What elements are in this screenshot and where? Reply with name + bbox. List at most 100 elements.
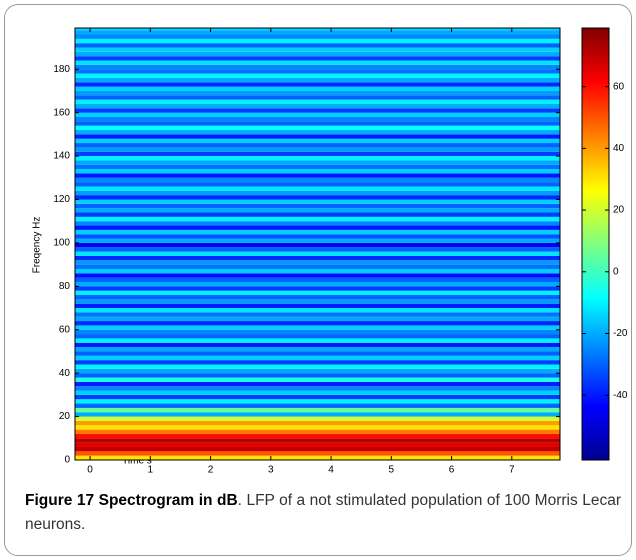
heatmap-cell — [75, 381, 560, 387]
x-tick-label: 1 — [148, 465, 154, 476]
heatmap-cell — [75, 169, 560, 174]
colorbar-tick-label: 20 — [613, 205, 625, 216]
heatmap-cell — [75, 433, 560, 439]
figure-frame: Time s Freqency Hz 0 1 2 3 4 5 6 7 0 20 40 60 80 100 1… — [4, 4, 632, 556]
colorbar-tick-label: 40 — [613, 143, 625, 154]
heatmap-cell — [75, 64, 560, 70]
heatmap-cell — [75, 268, 560, 274]
x-tick-label: 3 — [268, 465, 274, 476]
heatmap-cell — [75, 86, 560, 91]
heatmap-cell — [75, 446, 560, 452]
heatmap-cell — [75, 394, 560, 400]
heatmap-cell — [75, 264, 560, 269]
heatmap-cell — [75, 121, 560, 126]
colorbar-tick-label: -20 — [613, 328, 628, 339]
heatmap-cell — [75, 238, 560, 243]
heatmap-cell — [75, 56, 560, 61]
heatmap-cell — [75, 216, 560, 222]
heatmap-cell — [75, 438, 560, 443]
heatmap-cell — [75, 177, 560, 183]
heatmap-cell — [75, 290, 560, 296]
heatmap-cell — [75, 386, 560, 391]
heatmap-cell — [75, 308, 560, 313]
colorbar — [581, 27, 610, 461]
heatmap-cell — [75, 195, 560, 200]
heatmap-cell — [75, 221, 560, 226]
x-tick-label: 5 — [389, 465, 395, 476]
heatmap-cell — [75, 373, 560, 378]
heatmap-cell — [75, 143, 560, 148]
heatmap-cell — [75, 138, 560, 144]
heatmap-cell — [75, 203, 560, 209]
heatmap-cell — [75, 303, 560, 309]
x-tick-label: 6 — [449, 465, 455, 476]
heatmap-cell — [75, 321, 560, 326]
heatmap-cell — [75, 99, 560, 104]
heatmap-cell — [75, 160, 560, 165]
y-tick-label: 60 — [59, 324, 71, 335]
heatmap-cell — [75, 407, 560, 413]
heatmap-cell — [75, 364, 560, 369]
heatmap-cell — [75, 281, 560, 287]
heatmap-cell — [75, 299, 560, 304]
heatmap-cell — [75, 73, 560, 78]
heatmap-cell — [75, 130, 560, 135]
heatmap-cell — [75, 334, 560, 339]
heatmap-cell — [75, 416, 560, 421]
heatmap-cell — [75, 108, 560, 113]
heatmap-cell — [75, 117, 560, 122]
heatmap-cell — [75, 325, 560, 330]
heatmap-cell — [75, 255, 560, 261]
heatmap-cell — [75, 442, 560, 447]
heatmap-cell — [75, 360, 560, 365]
caption: Figure 17 Spectrogram in dB. LFP of a no… — [25, 489, 621, 537]
heatmap-cell — [75, 186, 560, 191]
heatmap-cell — [75, 347, 560, 352]
heatmap-cell — [75, 403, 560, 408]
heatmap-cell — [75, 134, 560, 139]
heatmap-cell — [75, 151, 560, 157]
heatmap-cell — [75, 28, 560, 31]
heatmap-cell — [75, 69, 560, 74]
y-tick-label: 160 — [53, 107, 70, 118]
x-tick-label: 7 — [509, 465, 515, 476]
heatmap-cell — [75, 156, 560, 161]
y-axis-label: Freqency Hz — [32, 217, 43, 274]
x-tick-label: 0 — [87, 465, 93, 476]
y-tick-label: 100 — [53, 238, 70, 249]
x-tick-label: 2 — [208, 465, 214, 476]
colorbar-tick-label: -40 — [613, 390, 628, 401]
heatmap-cell — [75, 234, 560, 239]
heatmap-cell — [75, 399, 560, 404]
heatmap-cell — [75, 95, 560, 100]
heatmap-cell — [75, 342, 560, 348]
heatmap-cell — [75, 425, 560, 430]
x-tick-label: 4 — [328, 465, 334, 476]
heatmap-cell — [75, 77, 560, 83]
heatmap-cell — [75, 420, 560, 426]
y-tick-label: 40 — [59, 368, 71, 379]
heatmap-cell — [75, 229, 560, 235]
caption-text: . LFP of a not stimulated population of … — [25, 492, 621, 533]
heatmap-cell — [75, 329, 560, 335]
y-tick-label: 120 — [53, 194, 70, 205]
heatmap-cell — [75, 429, 560, 434]
chart: Time s Freqency Hz 0 1 2 3 4 5 6 7 0 20 40 60 80 100 1… — [32, 27, 628, 476]
heatmap-cell — [75, 412, 560, 417]
y-tick-label: 180 — [53, 64, 70, 75]
heatmap-cell — [75, 312, 560, 317]
heatmap-cell — [75, 199, 560, 204]
heatmap-cell — [75, 208, 560, 213]
heatmap-cell — [75, 82, 560, 87]
heatmap-cell — [75, 355, 560, 361]
x-axis-label: Time s — [122, 456, 152, 467]
heatmap-cell — [75, 316, 560, 322]
heatmap-cell — [75, 164, 560, 170]
heatmap-cell — [75, 295, 560, 300]
heatmap-cell — [75, 147, 560, 152]
heatmap-cell — [75, 182, 560, 187]
heatmap-cell — [75, 377, 560, 382]
colorbar-tick-label: 60 — [613, 81, 625, 92]
heatmap-cell — [75, 60, 560, 65]
heatmap-cell — [75, 390, 560, 395]
